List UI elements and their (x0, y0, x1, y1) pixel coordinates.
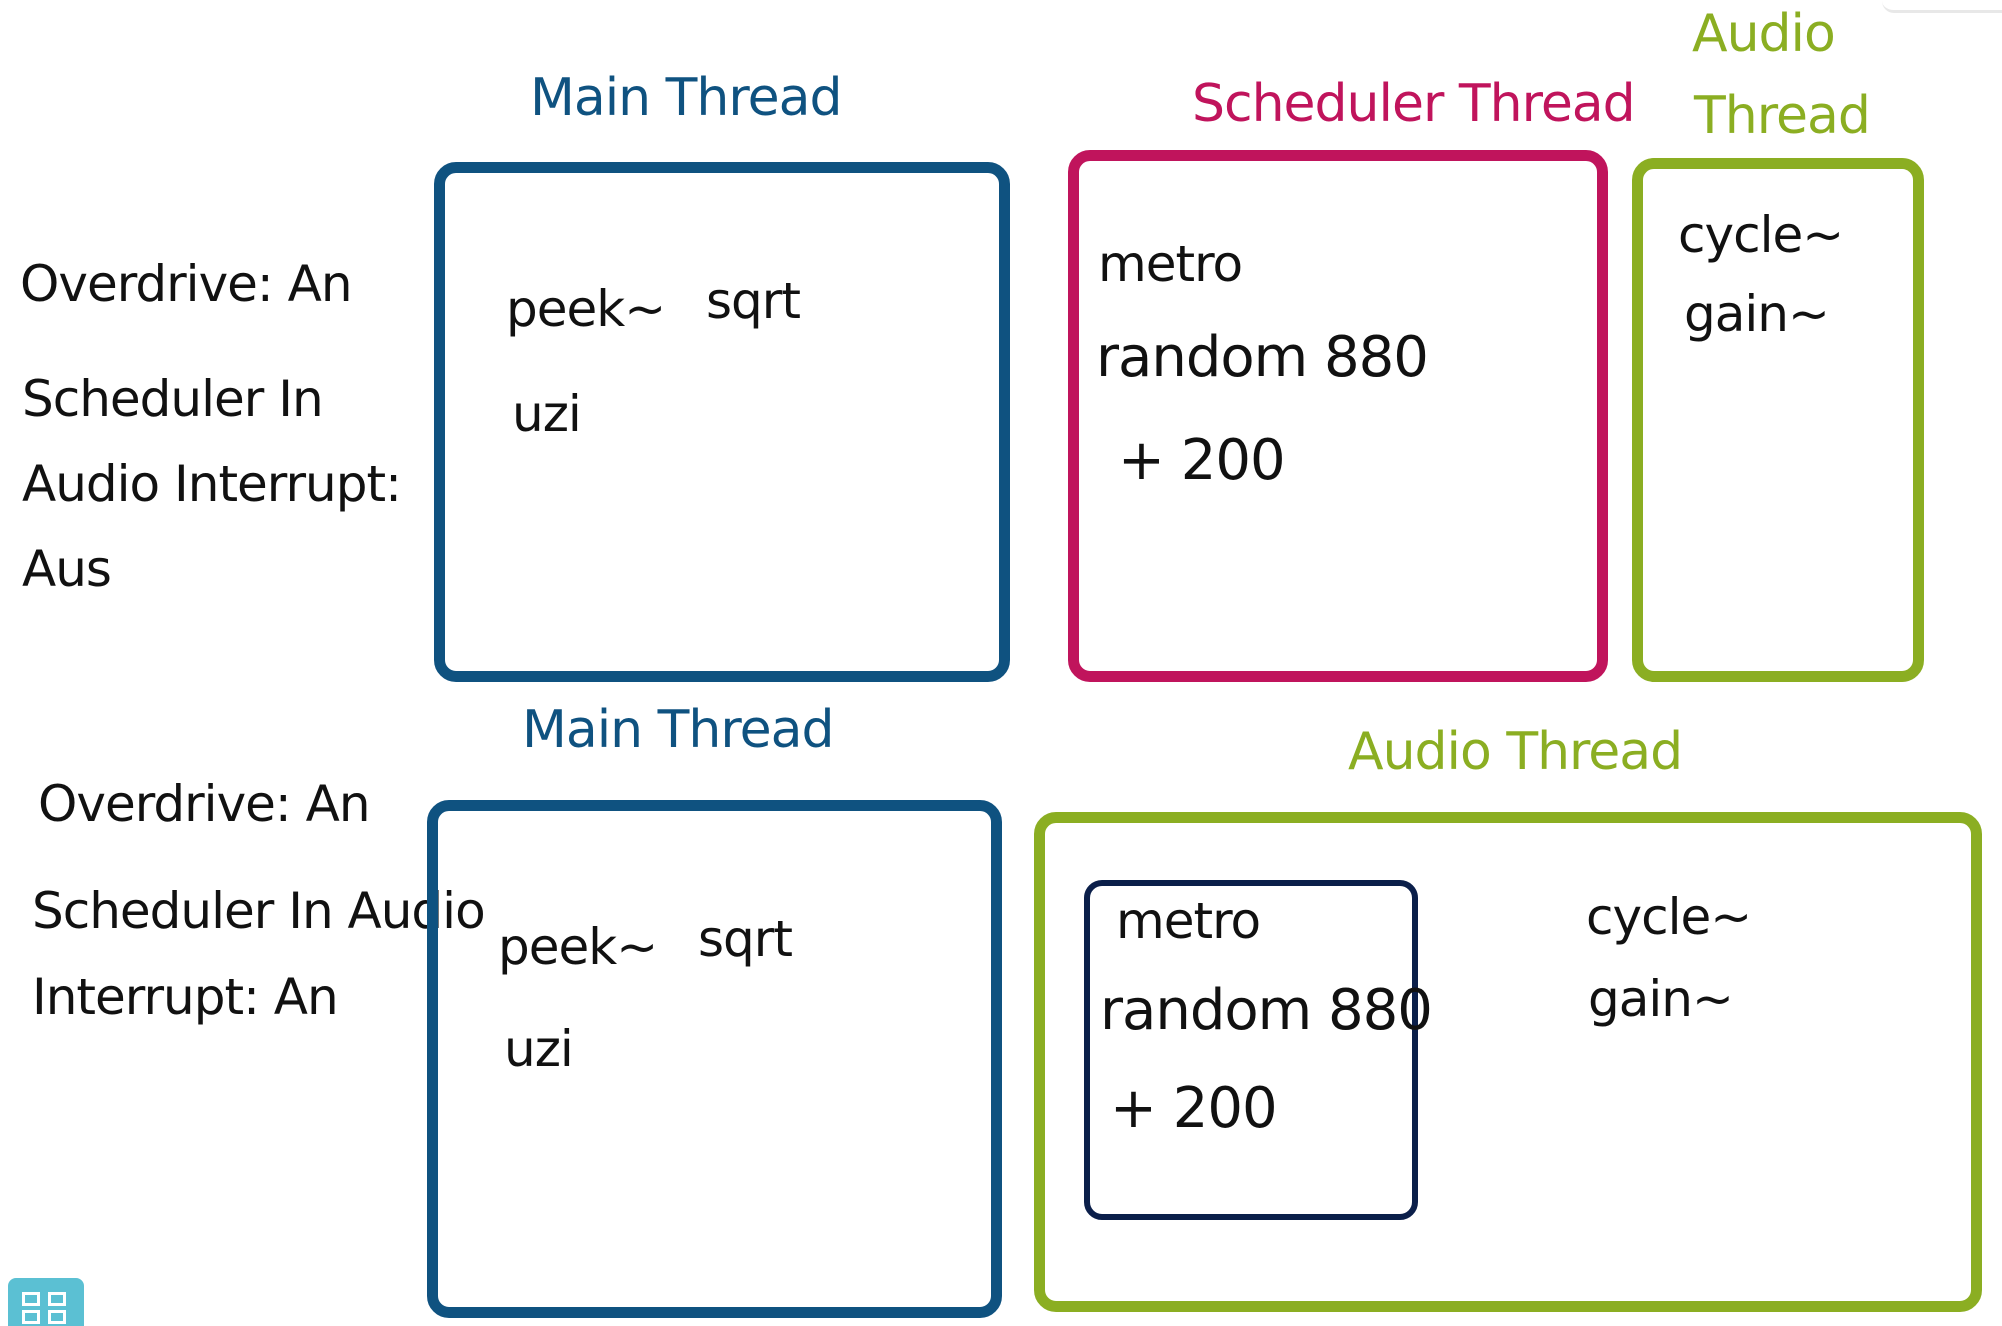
main-thread-box (434, 162, 1010, 682)
main-thread-box-2 (427, 800, 1002, 1318)
scheduler-thread-title: Scheduler Thread (1192, 74, 1636, 134)
side-label-scheduler-in: Scheduler In (22, 370, 324, 428)
top-diagram: Overdrive: An Scheduler In Audio Interru… (20, 4, 1924, 682)
scheduler-item-random: random 880 (1096, 325, 1429, 390)
main-thread-title-2: Main Thread (522, 700, 834, 760)
audio-thread-box (1632, 158, 1924, 682)
side-label-audio-interrupt: Audio Interrupt: (22, 455, 402, 513)
audio-thread-box-2 (1034, 812, 1982, 1312)
nested-scheduler-box (1084, 880, 1418, 1220)
audio-item-cycle: cycle~ (1678, 206, 1844, 264)
side-label-scheduler-in-audio: Scheduler In Audio (32, 882, 486, 940)
main-item-sqrt: sqrt (706, 272, 801, 330)
side-label-overdrive: Overdrive: An (20, 255, 353, 313)
nested-item-random: random 880 (1100, 978, 1433, 1043)
scheduler-item-plus: + 200 (1118, 428, 1286, 493)
nested-item-metro: metro (1116, 892, 1261, 950)
audio-item-gain: gain~ (1684, 285, 1830, 343)
audio-thread-title-2: Audio Thread (1348, 722, 1683, 782)
main-item-peek-2: peek~ (498, 918, 658, 976)
main-thread-title: Main Thread (530, 68, 842, 128)
audio-item-gain-2: gain~ (1588, 970, 1734, 1028)
scheduler-thread-box (1068, 150, 1608, 682)
main-item-sqrt-2: sqrt (698, 910, 793, 968)
grid-view-button[interactable] (8, 1278, 84, 1326)
main-item-uzi-2: uzi (504, 1020, 574, 1078)
main-item-uzi: uzi (512, 385, 582, 443)
audio-thread-title-line2: Thread (1694, 86, 1871, 146)
side-label-overdrive-2: Overdrive: An (38, 775, 371, 833)
top-right-edge (1882, 0, 2002, 13)
main-item-peek: peek~ (506, 280, 666, 338)
audio-thread-title-line1: Audio (1692, 4, 1836, 64)
scheduler-item-metro: metro (1098, 235, 1243, 293)
side-label-interrupt: Interrupt: An (32, 968, 339, 1026)
side-label-aus: Aus (22, 540, 112, 598)
nested-item-plus: + 200 (1110, 1076, 1278, 1141)
audio-item-cycle-2: cycle~ (1586, 888, 1752, 946)
